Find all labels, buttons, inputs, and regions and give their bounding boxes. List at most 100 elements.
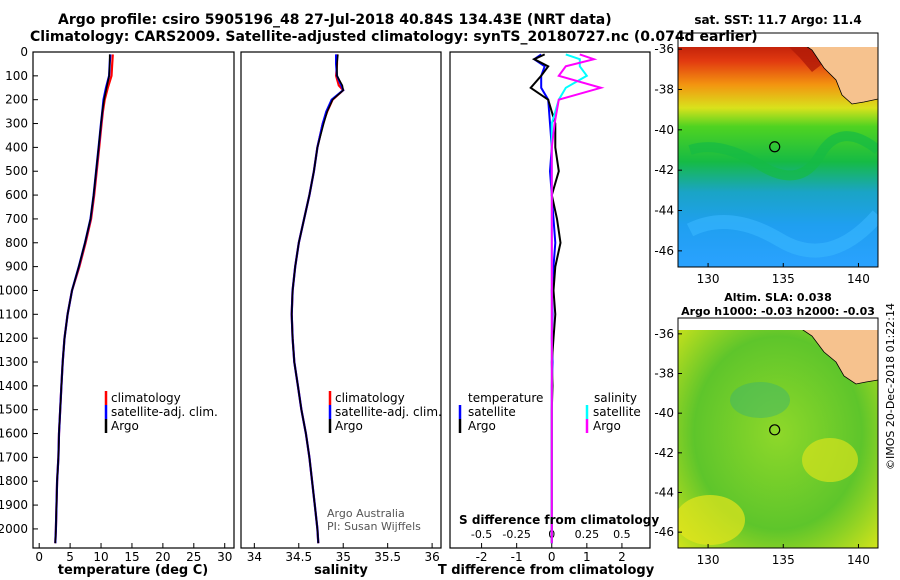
y-tick-label: 2000 [0, 522, 28, 536]
imos-stamp: ©IMOS 20-Dec-2018 01:22:14 [884, 303, 897, 470]
salinity-xlabel: salinity [314, 563, 368, 578]
sla-argo-marker [769, 424, 781, 436]
sst-cool-band [686, 210, 878, 258]
difference-panel: -2 -1 0 1 2-0.5 -0.25 0 0.25 0.5 S difference fr… [438, 51, 659, 578]
t-difference-xlabel: T difference from climatology [438, 563, 655, 578]
salinity-legend: climatology satellite-adj. clim. Argo [328, 391, 442, 433]
legend-s-argo-label: Argo [593, 419, 621, 433]
map-y-tick-label: -38 [654, 367, 674, 381]
map-y-tick-label: -36 [654, 327, 674, 341]
sla-map-title: Altim. SLA: 0.038 [724, 291, 831, 304]
sst-map-title: sat. SST: 11.7 Argo: 11.4 [694, 13, 861, 27]
series-argo [54, 54, 111, 544]
sla-high-patch [802, 438, 858, 482]
chart-title-line1: Argo profile: csiro 5905196_48 27-Jul-20… [58, 12, 612, 28]
y-tick-label: 1000 [0, 283, 28, 297]
difference-legend-salinity: salinity satellite Argo [585, 391, 641, 433]
y-tick-label: 1100 [0, 307, 28, 321]
series-temperature-argo [529, 53, 562, 544]
sla-map-subtitle: Argo h1000: -0.03 h2000: -0.03 [681, 305, 875, 318]
x-tick-label: -1 [511, 550, 523, 564]
series-climatology [54, 54, 114, 544]
y-tick-label: 600 [5, 188, 28, 202]
salinity-panel: 34 34.5 35 35.5 36 salinity climatology sate… [240, 51, 442, 578]
x-tick-label: 15 [124, 550, 139, 564]
legend-argo-label: Argo [335, 419, 363, 433]
map-y-tick-label: -36 [654, 42, 674, 56]
legend-climatology-label: climatology [111, 391, 181, 405]
s-difference-label: S difference from climatology [459, 513, 659, 527]
map-y-tick-label: -44 [654, 485, 674, 499]
legend-satellite-label: satellite-adj. clim. [335, 405, 442, 419]
legend-t-argo-label: Argo [468, 419, 496, 433]
series-salinity-argo [550, 53, 605, 544]
y-tick-label: 800 [5, 236, 28, 250]
sla-low-patch [730, 382, 790, 418]
y-tick-label: 1600 [0, 427, 28, 441]
x-tick-label: -2 [476, 550, 488, 564]
map-x-tick-label: 140 [847, 553, 870, 567]
x-tick-label: 34 [247, 550, 262, 564]
sla-map: Altim. SLA: 0.038 Argo h1000: -0.03 h200… [654, 291, 879, 567]
y-tick-label: 1300 [0, 355, 28, 369]
legend-satellite-label: satellite-adj. clim. [111, 405, 218, 419]
y-tick-label: 900 [5, 260, 28, 274]
map-y-tick-label: -42 [654, 446, 674, 460]
sst-land [806, 47, 878, 105]
y-tick-label: 400 [5, 140, 28, 154]
y-tick-label: 1800 [0, 474, 28, 488]
x-tick-label: 25 [186, 550, 201, 564]
map-y-tick-label: -44 [654, 204, 674, 218]
temperature-xlabel: temperature (deg C) [58, 563, 208, 578]
y-tick-label: 1700 [0, 450, 28, 464]
sla-land [802, 330, 878, 385]
y-tick-label: 100 [5, 69, 28, 83]
legend-t-satellite-label: satellite [468, 405, 516, 419]
sst-map-frame [677, 32, 879, 268]
temperature-panel: 0100200300400500600700800900100011001200… [0, 45, 235, 578]
y-tick-label: 1200 [0, 331, 28, 345]
temperature-legend: climatology satellite-adj. clim. Argo [104, 391, 218, 433]
x-tick-label: 35 [336, 550, 351, 564]
difference-axes-frame [449, 51, 651, 549]
y-tick-label: 500 [5, 164, 28, 178]
sla-map-frame [677, 317, 879, 549]
legend-s-satellite-label: satellite [593, 405, 641, 419]
series-satellite-adj-clim- [290, 54, 345, 544]
map-y-tick-label: -40 [654, 123, 674, 137]
x-tick-label: 30 [217, 550, 232, 564]
x-tick-label: 35.5 [374, 550, 401, 564]
x-tick-label: 0 [548, 550, 556, 564]
x-tick-label: 2 [618, 550, 626, 564]
map-x-tick-label: 130 [697, 553, 720, 567]
x-tick-label: 5 [66, 550, 74, 564]
sst-front [688, 131, 878, 181]
map-y-tick-label: -42 [654, 163, 674, 177]
s-diff-tick-label: -0.25 [502, 528, 530, 541]
map-x-tick-label: 135 [772, 272, 795, 286]
y-tick-label: 1500 [0, 403, 28, 417]
map-x-tick-label: 140 [847, 272, 870, 286]
legend-salinity-title: salinity [594, 391, 637, 405]
temperature-axes-frame [32, 51, 235, 549]
series-argo [290, 54, 345, 544]
map-x-tick-label: 135 [772, 553, 795, 567]
chart-title-line2: Climatology: CARS2009. Satellite-adjuste… [30, 29, 758, 45]
s-diff-tick-label: -0.5 [471, 528, 492, 541]
sst-map: sat. SST: 11.7 Argo: 11.4 130 135 140 -36 -3… [654, 13, 879, 286]
map-y-tick-label: -46 [654, 244, 674, 258]
x-tick-label: 36 [424, 550, 439, 564]
y-tick-label: 1900 [0, 498, 28, 512]
y-tick-label: 700 [5, 212, 28, 226]
legend-temperature-title: temperature [468, 391, 543, 405]
annotation-pi-name: PI: Susan Wijffels [327, 520, 421, 533]
difference-legend-temperature: temperature satellite Argo [458, 391, 543, 433]
series-climatology [290, 54, 345, 544]
sla-high-patch [678, 495, 745, 545]
s-diff-tick-label: 0.5 [613, 528, 631, 541]
map-x-tick-label: 130 [697, 272, 720, 286]
map-y-tick-label: -38 [654, 82, 674, 96]
y-tick-label: 300 [5, 117, 28, 131]
y-tick-label: 200 [5, 93, 28, 107]
